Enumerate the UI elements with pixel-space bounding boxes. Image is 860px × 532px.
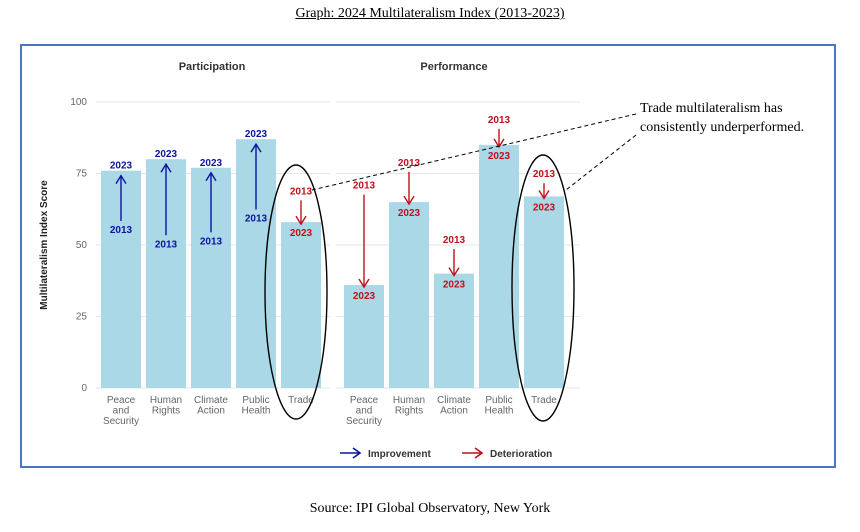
x-tick-label: Rights bbox=[395, 406, 423, 417]
value-label-2023: 2023 bbox=[245, 129, 268, 140]
annotation-line-1: Trade multilateralism has bbox=[640, 101, 783, 116]
x-tick-label: Security bbox=[346, 416, 382, 427]
x-tick-label: Human bbox=[150, 395, 182, 406]
x-tick-label: Public bbox=[485, 395, 512, 406]
value-label-2023: 2023 bbox=[200, 158, 223, 169]
annotation: Trade multilateralism has consistently u… bbox=[264, 101, 804, 422]
change-arrowhead bbox=[358, 278, 370, 289]
x-tick-label: Peace bbox=[350, 395, 379, 406]
change-arrowhead bbox=[115, 174, 127, 185]
x-tick-label: Rights bbox=[152, 406, 180, 417]
x-tick-label: Security bbox=[103, 416, 139, 427]
x-tick-label: and bbox=[356, 406, 373, 417]
bar bbox=[281, 222, 321, 388]
value-label-2023: 2023 bbox=[353, 291, 376, 302]
value-label-2013: 2013 bbox=[200, 236, 223, 247]
legend-improvement-label: Improvement bbox=[368, 449, 431, 460]
legend-improvement-arrowhead bbox=[352, 447, 362, 459]
x-tick-label: Action bbox=[197, 406, 225, 417]
value-label-2023: 2023 bbox=[488, 151, 511, 162]
value-label-2023: 2023 bbox=[533, 202, 556, 213]
x-tick-label: Action bbox=[440, 406, 468, 417]
value-label-2013: 2013 bbox=[533, 169, 556, 180]
value-label-2013: 2013 bbox=[398, 158, 421, 169]
legend-deterioration-arrowhead bbox=[474, 447, 484, 459]
value-label-2013: 2013 bbox=[245, 214, 268, 225]
x-tick-label: Peace bbox=[107, 395, 136, 406]
x-tick-label: Trade bbox=[531, 395, 557, 406]
change-arrowhead bbox=[160, 162, 172, 173]
value-label-2023: 2023 bbox=[110, 161, 133, 172]
bar bbox=[524, 196, 564, 388]
value-label-2013: 2013 bbox=[290, 186, 313, 197]
y-tick-label: 100 bbox=[70, 97, 87, 108]
change-arrowhead bbox=[205, 171, 217, 182]
value-label-2013: 2013 bbox=[110, 225, 133, 236]
x-tick-label: Climate bbox=[194, 395, 228, 406]
change-arrowhead bbox=[538, 190, 550, 200]
y-tick-label: 50 bbox=[76, 240, 88, 251]
value-label-2023: 2023 bbox=[155, 149, 178, 160]
bar bbox=[344, 285, 384, 388]
x-tick-label: Human bbox=[393, 395, 425, 406]
value-label-2023: 2023 bbox=[443, 280, 466, 291]
change-arrowhead bbox=[403, 195, 415, 206]
legend: Improvement Deterioration bbox=[340, 447, 552, 460]
source-note: Source: IPI Global Observatory, New York bbox=[309, 501, 551, 516]
change-arrowhead bbox=[295, 215, 307, 226]
chart-frame bbox=[20, 44, 836, 468]
value-label-2023: 2023 bbox=[290, 228, 313, 239]
panel-title-participation: Participation bbox=[179, 61, 246, 73]
value-label-2013: 2013 bbox=[488, 115, 511, 126]
change-arrowhead bbox=[250, 142, 262, 153]
y-tick-label: 0 bbox=[81, 383, 87, 394]
x-tick-label: Climate bbox=[437, 395, 471, 406]
value-label-2013: 2013 bbox=[353, 181, 376, 192]
bar bbox=[434, 273, 474, 388]
x-tick-label: Public bbox=[242, 395, 269, 406]
legend-deterioration-label: Deterioration bbox=[490, 449, 552, 460]
x-tick-label: and bbox=[113, 406, 130, 417]
change-arrowhead bbox=[448, 267, 460, 277]
y-axis-label: Multilateralism Index Score bbox=[39, 180, 50, 310]
trade-performance-highlight bbox=[511, 154, 575, 422]
chart-title: Graph: 2024 Multilateralism Index (2013-… bbox=[295, 6, 565, 21]
bar bbox=[389, 202, 429, 388]
panel-title-performance: Performance bbox=[420, 61, 487, 73]
x-tick-label: Health bbox=[242, 406, 271, 417]
change-arrowhead bbox=[493, 138, 505, 149]
value-label-2013: 2013 bbox=[443, 235, 466, 246]
annotation-pointer-participation bbox=[311, 113, 637, 191]
annotation-line-2: consistently underperformed. bbox=[640, 120, 804, 135]
value-label-2023: 2023 bbox=[398, 208, 421, 219]
x-tick-label: Health bbox=[485, 406, 514, 417]
annotation-pointer-performance bbox=[565, 134, 637, 191]
x-tick-label: Trade bbox=[288, 395, 314, 406]
y-tick-label: 75 bbox=[76, 169, 88, 180]
y-tick-label: 25 bbox=[76, 312, 88, 323]
value-label-2013: 2013 bbox=[155, 239, 178, 250]
trade-participation-highlight bbox=[264, 164, 328, 420]
